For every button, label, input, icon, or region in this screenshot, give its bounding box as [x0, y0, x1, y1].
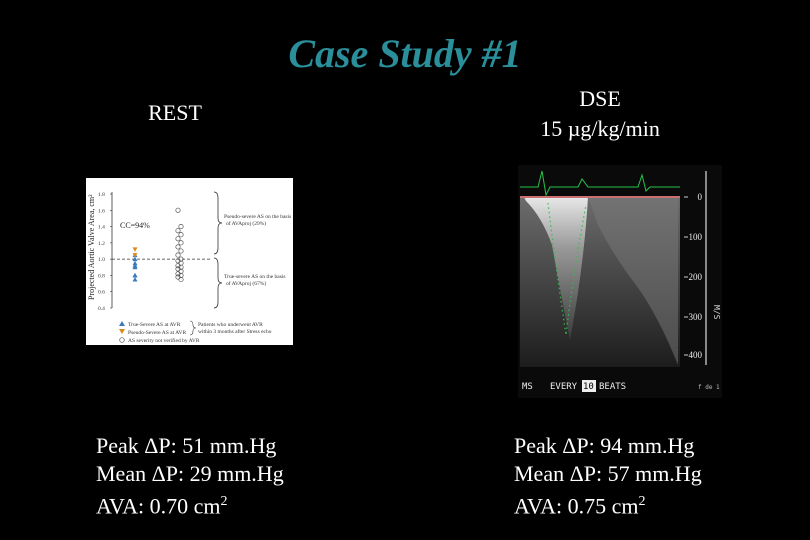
slide-title: Case Study #1 — [288, 31, 522, 76]
point-not-verified — [175, 236, 181, 242]
lower-brace — [213, 257, 223, 309]
dse-peak-gradient: Peak ΔP: 94 mm.Hg — [514, 433, 695, 458]
ecg-trace — [520, 170, 680, 197]
dse-heading-line2: 15 µg/kg/min — [540, 116, 660, 141]
echo-bottom-left: MS — [522, 382, 533, 392]
point-not-verified — [175, 252, 181, 258]
legend-marker-true-severe — [119, 321, 125, 326]
legend-marker-not-verified — [119, 337, 125, 343]
echo-svg: 0 100 200 300 400 M/S MS EVERY 10 BEATS f de… — [520, 170, 721, 392]
dse-heading-line1: DSE — [579, 86, 621, 111]
y-tick-label: 1.8 — [98, 192, 105, 198]
lower-annotation-line1: True-severe AS on the basis — [224, 274, 286, 280]
point-not-verified — [178, 248, 184, 254]
point-true-severe — [132, 256, 138, 262]
point-not-verified — [175, 274, 181, 280]
scatter-svg: Projected Aortic Valve Area, cm² 1.81.61… — [87, 191, 291, 344]
lower-annotation-line2: of AVAproj (67%) — [226, 280, 266, 287]
beats-count: 10 — [583, 382, 594, 392]
series-true-severe — [132, 252, 138, 282]
rest-stats: Peak ΔP: 51 mm.Hg Mean ΔP: 29 mm.Hg AVA:… — [96, 432, 284, 520]
velocity-scale-label: 400 — [689, 350, 703, 360]
velocity-scale-label: 0 — [698, 192, 703, 202]
y-tick-label: 1.0 — [98, 257, 105, 263]
cc-label: CC=94% — [120, 221, 150, 230]
velocity-scale-label: 300 — [689, 312, 703, 322]
rest-ava-sup: 2 — [220, 494, 228, 509]
y-tick-label: 1.2 — [98, 241, 105, 247]
echo-corner-text: f de 1 — [698, 384, 720, 391]
point-true-severe — [132, 272, 138, 278]
point-pseudo-severe — [132, 253, 138, 258]
y-tick-label: 0.8 — [98, 273, 105, 279]
spectral-envelope — [524, 197, 588, 340]
point-not-verified — [175, 258, 181, 264]
series-pseudo-severe — [132, 247, 138, 258]
y-axis-label: Projected Aortic Valve Area, cm² — [87, 194, 96, 300]
rest-heading: REST — [148, 100, 202, 125]
rest-ava: AVA: 0.70 cm2 — [96, 488, 284, 520]
point-not-verified — [175, 263, 181, 269]
point-not-verified — [178, 276, 184, 283]
legend-true-severe: True-Severe AS at AVR — [128, 322, 181, 328]
point-not-verified — [175, 271, 181, 277]
y-tick-label: 0.4 — [98, 306, 105, 312]
point-not-verified — [175, 207, 181, 213]
velocity-scale: 0 100 200 300 400 — [684, 192, 703, 360]
avaproj-scatter-chart: Projected Aortic Valve Area, cm² 1.8 1.6 1… — [86, 178, 293, 345]
legend-pseudo-severe: Pseudo-Severe AS at AVR — [128, 330, 186, 336]
y-ticks: 1.8 1.6 1.4 1.2 1.0 0.8 0.6 0.4 — [98, 192, 112, 312]
point-not-verified — [175, 244, 181, 250]
legend-note-line2: within 3 months after Stress echo — [198, 328, 272, 335]
legend-note-line1: Patients who underwent AVR — [198, 322, 263, 328]
dse-ava: AVA: 0.75 cm2 — [514, 488, 702, 520]
point-not-verified — [175, 228, 181, 234]
echo-beats-label: BEATS — [599, 382, 626, 392]
upper-annotation-line1: Pseudo-severe AS on the basis — [224, 214, 291, 220]
y-tick-label: 1.6 — [98, 208, 105, 214]
point-pseudo-severe — [132, 247, 138, 252]
legend-brace — [189, 320, 197, 336]
y-tick-label: 0.6 — [98, 290, 105, 296]
echo-every-label: EVERY — [550, 382, 578, 392]
velocity-scale-label: 200 — [689, 272, 703, 282]
legend-not-verified: AS severity not verified by AVR — [128, 337, 200, 344]
series-not-verified — [175, 207, 184, 283]
point-true-severe — [132, 260, 138, 266]
dse-heading: DSE 15 µg/kg/min — [500, 84, 700, 144]
velocity-scale-label: 100 — [689, 232, 703, 242]
point-not-verified — [178, 232, 184, 238]
legend-marker-pseudo-severe — [119, 329, 125, 334]
rest-peak-gradient: Peak ΔP: 51 mm.Hg — [96, 433, 277, 458]
upper-annotation-line2: of AVAproj (29%) — [226, 220, 266, 227]
spectral-envelope-2 — [588, 197, 678, 365]
point-not-verified — [178, 224, 184, 230]
doppler-echo-image: 0 100 200 300 400 M/S MS EVERY 10 BEATS f de… — [518, 165, 722, 398]
upper-brace — [213, 191, 223, 255]
dse-mean-gradient: Mean ΔP: 57 mm.Hg — [514, 461, 702, 486]
rest-mean-gradient: Mean ΔP: 29 mm.Hg — [96, 461, 284, 486]
beats-count-box — [582, 380, 596, 392]
y-tick-label: 1.4 — [98, 225, 105, 231]
point-true-severe — [132, 263, 138, 268]
point-not-verified — [178, 240, 184, 246]
dse-ava-text: AVA: 0.75 cm — [514, 493, 639, 519]
dse-stats: Peak ΔP: 94 mm.Hg Mean ΔP: 57 mm.Hg AVA:… — [514, 432, 702, 520]
point-not-verified — [175, 266, 181, 272]
dse-ava-sup: 2 — [638, 494, 646, 509]
point-true-severe — [132, 277, 138, 282]
rest-ava-text: AVA: 0.70 cm — [96, 493, 221, 519]
side-text: M/S — [712, 305, 721, 320]
